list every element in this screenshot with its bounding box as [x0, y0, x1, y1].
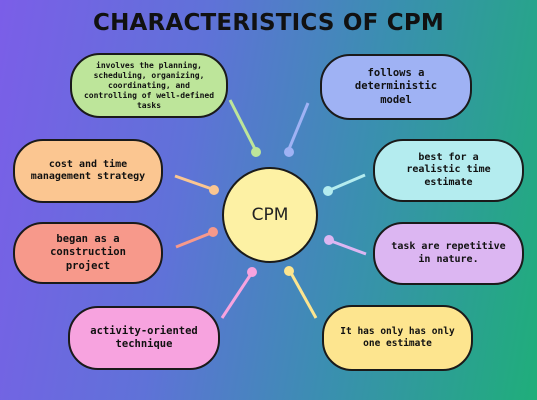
item-repetitive: task are repetitive in nature.	[373, 222, 524, 285]
item-deterministic: follows a deterministic model	[320, 54, 472, 120]
connector-line-4	[220, 273, 253, 319]
item-cost-time: cost and time management strategy	[13, 139, 163, 203]
connector-line-3	[175, 231, 212, 249]
connector-dot-6	[323, 186, 333, 196]
item-realistic-estimate: best for a realistic time estimate	[373, 139, 524, 202]
connector-dot-5	[284, 147, 294, 157]
connector-line-6	[329, 173, 366, 192]
connector-dot-4	[247, 267, 257, 277]
connector-line-8	[289, 272, 318, 319]
diagram-title: CHARACTERISTICS OF CPM	[93, 10, 444, 36]
connector-dot-8	[284, 266, 294, 276]
connector-dot-1	[251, 147, 261, 157]
connector-line-1	[228, 99, 258, 152]
connector-line-7	[330, 239, 367, 256]
item-activity-oriented: activity-oriented technique	[68, 306, 220, 370]
connector-line-2	[174, 174, 213, 191]
connector-dot-3	[208, 227, 218, 237]
connector-dot-2	[209, 185, 219, 195]
item-planning: involves the planning, scheduling, organ…	[70, 53, 228, 118]
center-node: CPM	[222, 167, 318, 263]
item-construction: began as a construction project	[13, 222, 163, 284]
item-one-estimate: It has only has only one estimate	[322, 305, 473, 371]
connector-line-5	[287, 102, 310, 150]
connector-dot-7	[324, 235, 334, 245]
